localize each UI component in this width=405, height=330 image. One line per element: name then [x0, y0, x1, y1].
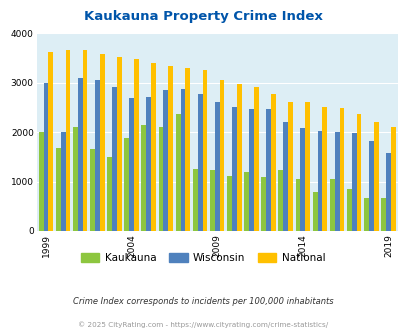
- Bar: [288, 102, 292, 231]
- Bar: [334, 132, 339, 231]
- Bar: [55, 148, 60, 231]
- Bar: [243, 172, 248, 231]
- Bar: [141, 125, 146, 231]
- Bar: [78, 78, 83, 231]
- Bar: [363, 198, 368, 231]
- Bar: [278, 170, 283, 231]
- Bar: [180, 89, 185, 231]
- Bar: [271, 94, 275, 231]
- Bar: [83, 50, 87, 231]
- Bar: [373, 122, 378, 231]
- Bar: [175, 114, 180, 231]
- Bar: [380, 198, 385, 231]
- Bar: [117, 57, 121, 231]
- Bar: [214, 102, 219, 231]
- Legend: Kaukauna, Wisconsin, National: Kaukauna, Wisconsin, National: [77, 248, 328, 267]
- Bar: [312, 192, 317, 231]
- Bar: [390, 127, 395, 231]
- Bar: [261, 177, 266, 231]
- Bar: [219, 80, 224, 231]
- Bar: [95, 80, 100, 231]
- Text: Kaukauna Property Crime Index: Kaukauna Property Crime Index: [83, 10, 322, 23]
- Bar: [73, 127, 78, 231]
- Bar: [317, 131, 322, 231]
- Bar: [305, 102, 309, 231]
- Bar: [43, 82, 48, 231]
- Bar: [226, 176, 231, 231]
- Bar: [158, 127, 163, 231]
- Bar: [163, 90, 168, 231]
- Bar: [300, 128, 305, 231]
- Bar: [339, 108, 343, 231]
- Bar: [266, 109, 271, 231]
- Bar: [129, 98, 134, 231]
- Bar: [185, 68, 190, 231]
- Bar: [38, 132, 43, 231]
- Bar: [192, 169, 197, 231]
- Bar: [209, 170, 214, 231]
- Bar: [112, 87, 117, 231]
- Bar: [107, 157, 112, 231]
- Bar: [346, 189, 351, 231]
- Bar: [248, 109, 253, 231]
- Bar: [197, 94, 202, 231]
- Bar: [351, 134, 356, 231]
- Bar: [236, 84, 241, 231]
- Bar: [283, 122, 288, 231]
- Bar: [134, 59, 139, 231]
- Bar: [65, 50, 70, 231]
- Bar: [168, 66, 173, 231]
- Bar: [48, 52, 53, 231]
- Text: © 2025 CityRating.com - https://www.cityrating.com/crime-statistics/: © 2025 CityRating.com - https://www.city…: [78, 322, 327, 328]
- Bar: [90, 149, 95, 231]
- Bar: [202, 70, 207, 231]
- Bar: [60, 132, 65, 231]
- Bar: [146, 97, 151, 231]
- Bar: [356, 114, 360, 231]
- Bar: [295, 179, 300, 231]
- Bar: [253, 87, 258, 231]
- Bar: [385, 153, 390, 231]
- Bar: [329, 179, 334, 231]
- Bar: [322, 107, 326, 231]
- Bar: [231, 107, 236, 231]
- Bar: [100, 54, 104, 231]
- Text: Crime Index corresponds to incidents per 100,000 inhabitants: Crime Index corresponds to incidents per…: [72, 297, 333, 306]
- Bar: [368, 141, 373, 231]
- Bar: [151, 63, 156, 231]
- Bar: [124, 138, 129, 231]
